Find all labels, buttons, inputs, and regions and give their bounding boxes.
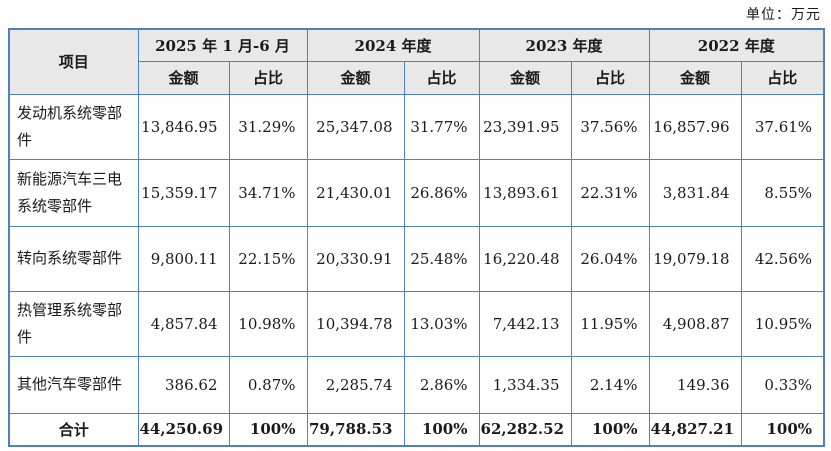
amount-cell: 13,893.61 [478, 158, 572, 227]
unit-label: 单位：万元 [746, 7, 821, 23]
row-label-cell: 发动机系统零部件 [8, 93, 139, 160]
total-label-cell: 合计 [8, 412, 139, 447]
amount-cell: 2,285.74 [306, 355, 405, 414]
total-amount-cell: 62,282.52 [478, 412, 572, 447]
table-row: 热管理系统零部件 4,857.84 10.98% 10,394.78 13.03… [8, 290, 825, 357]
ratio-cell: 10.95% [740, 290, 825, 357]
amount-cell: 10,394.78 [306, 290, 405, 357]
amount-cell: 15,359.17 [137, 158, 230, 227]
total-amount-cell: 44,827.21 [648, 412, 742, 447]
table-row: 发动机系统零部件 13,846.95 31.29% 25,347.08 31.7… [8, 93, 825, 160]
total-ratio-cell: 100% [403, 412, 480, 447]
ratio-header: 占比 [740, 60, 825, 95]
amount-cell: 21,430.01 [306, 158, 405, 227]
ratio-cell: 2.86% [403, 355, 480, 414]
ratio-cell: 25.48% [403, 225, 480, 292]
amount-cell: 25,347.08 [306, 93, 405, 160]
amount-cell: 23,391.95 [478, 93, 572, 160]
total-ratio-cell: 100% [740, 412, 825, 447]
table-row: 转向系统零部件 9,800.11 22.15% 20,330.91 25.48%… [8, 225, 825, 292]
ratio-cell: 8.55% [740, 158, 825, 227]
table-row: 其他汽车零部件 386.62 0.87% 2,285.74 2.86% 1,33… [8, 355, 825, 414]
amount-header: 金额 [648, 60, 742, 95]
ratio-cell: 0.33% [740, 355, 825, 414]
ratio-cell: 11.95% [570, 290, 650, 357]
revenue-breakdown-table: 项目 2025 年 1 月-6 月 2024 年度 2023 年度 2022 年… [8, 28, 826, 447]
total-amount-cell: 44,250.69 [137, 412, 230, 447]
amount-header: 金额 [306, 60, 405, 95]
ratio-cell: 22.31% [570, 158, 650, 227]
amount-cell: 1,334.35 [478, 355, 572, 414]
amount-cell: 7,442.13 [478, 290, 572, 357]
amount-header: 金额 [478, 60, 572, 95]
ratio-cell: 0.87% [228, 355, 308, 414]
amount-cell: 16,220.48 [478, 225, 572, 292]
amount-cell: 149.36 [648, 355, 742, 414]
amount-cell: 9,800.11 [137, 225, 230, 292]
column-header-item: 项目 [8, 28, 139, 95]
period-header-2022: 2022 年度 [648, 28, 825, 62]
amount-cell: 386.62 [137, 355, 230, 414]
ratio-cell: 10.98% [228, 290, 308, 357]
ratio-cell: 13.03% [403, 290, 480, 357]
ratio-cell: 42.56% [740, 225, 825, 292]
total-amount-cell: 79,788.53 [306, 412, 405, 447]
row-label-cell: 热管理系统零部件 [8, 290, 139, 357]
ratio-cell: 37.56% [570, 93, 650, 160]
ratio-cell: 26.86% [403, 158, 480, 227]
ratio-cell: 31.77% [403, 93, 480, 160]
amount-cell: 3,831.84 [648, 158, 742, 227]
ratio-cell: 37.61% [740, 93, 825, 160]
total-row: 合计 44,250.69 100% 79,788.53 100% 62,282.… [8, 412, 825, 447]
amount-cell: 4,908.87 [648, 290, 742, 357]
subheader-row: 金额 占比 金额 占比 金额 占比 金额 占比 [9, 60, 825, 95]
amount-header: 金额 [137, 60, 230, 95]
ratio-cell: 26.04% [570, 225, 650, 292]
ratio-header: 占比 [403, 60, 480, 95]
total-ratio-cell: 100% [570, 412, 650, 447]
period-header-row: 项目 2025 年 1 月-6 月 2024 年度 2023 年度 2022 年… [8, 28, 825, 95]
ratio-cell: 22.15% [228, 225, 308, 292]
ratio-cell: 2.14% [570, 355, 650, 414]
ratio-cell: 31.29% [228, 93, 308, 160]
amount-cell: 4,857.84 [137, 290, 230, 357]
ratio-header: 占比 [570, 60, 650, 95]
row-label-cell: 转向系统零部件 [8, 225, 139, 292]
period-header-2024: 2024 年度 [306, 28, 480, 62]
total-ratio-cell: 100% [228, 412, 308, 447]
amount-cell: 16,857.96 [648, 93, 742, 160]
period-header-2023: 2023 年度 [478, 28, 650, 62]
row-label-cell: 其他汽车零部件 [8, 355, 139, 414]
period-header-2025h1: 2025 年 1 月-6 月 [137, 28, 308, 62]
row-label-cell: 新能源汽车三电系统零部件 [8, 158, 139, 227]
ratio-cell: 34.71% [228, 158, 308, 227]
ratio-header: 占比 [228, 60, 308, 95]
amount-cell: 13,846.95 [137, 93, 230, 160]
amount-cell: 19,079.18 [648, 225, 742, 292]
table-row: 新能源汽车三电系统零部件 15,359.17 34.71% 21,430.01 … [8, 158, 825, 227]
amount-cell: 20,330.91 [306, 225, 405, 292]
